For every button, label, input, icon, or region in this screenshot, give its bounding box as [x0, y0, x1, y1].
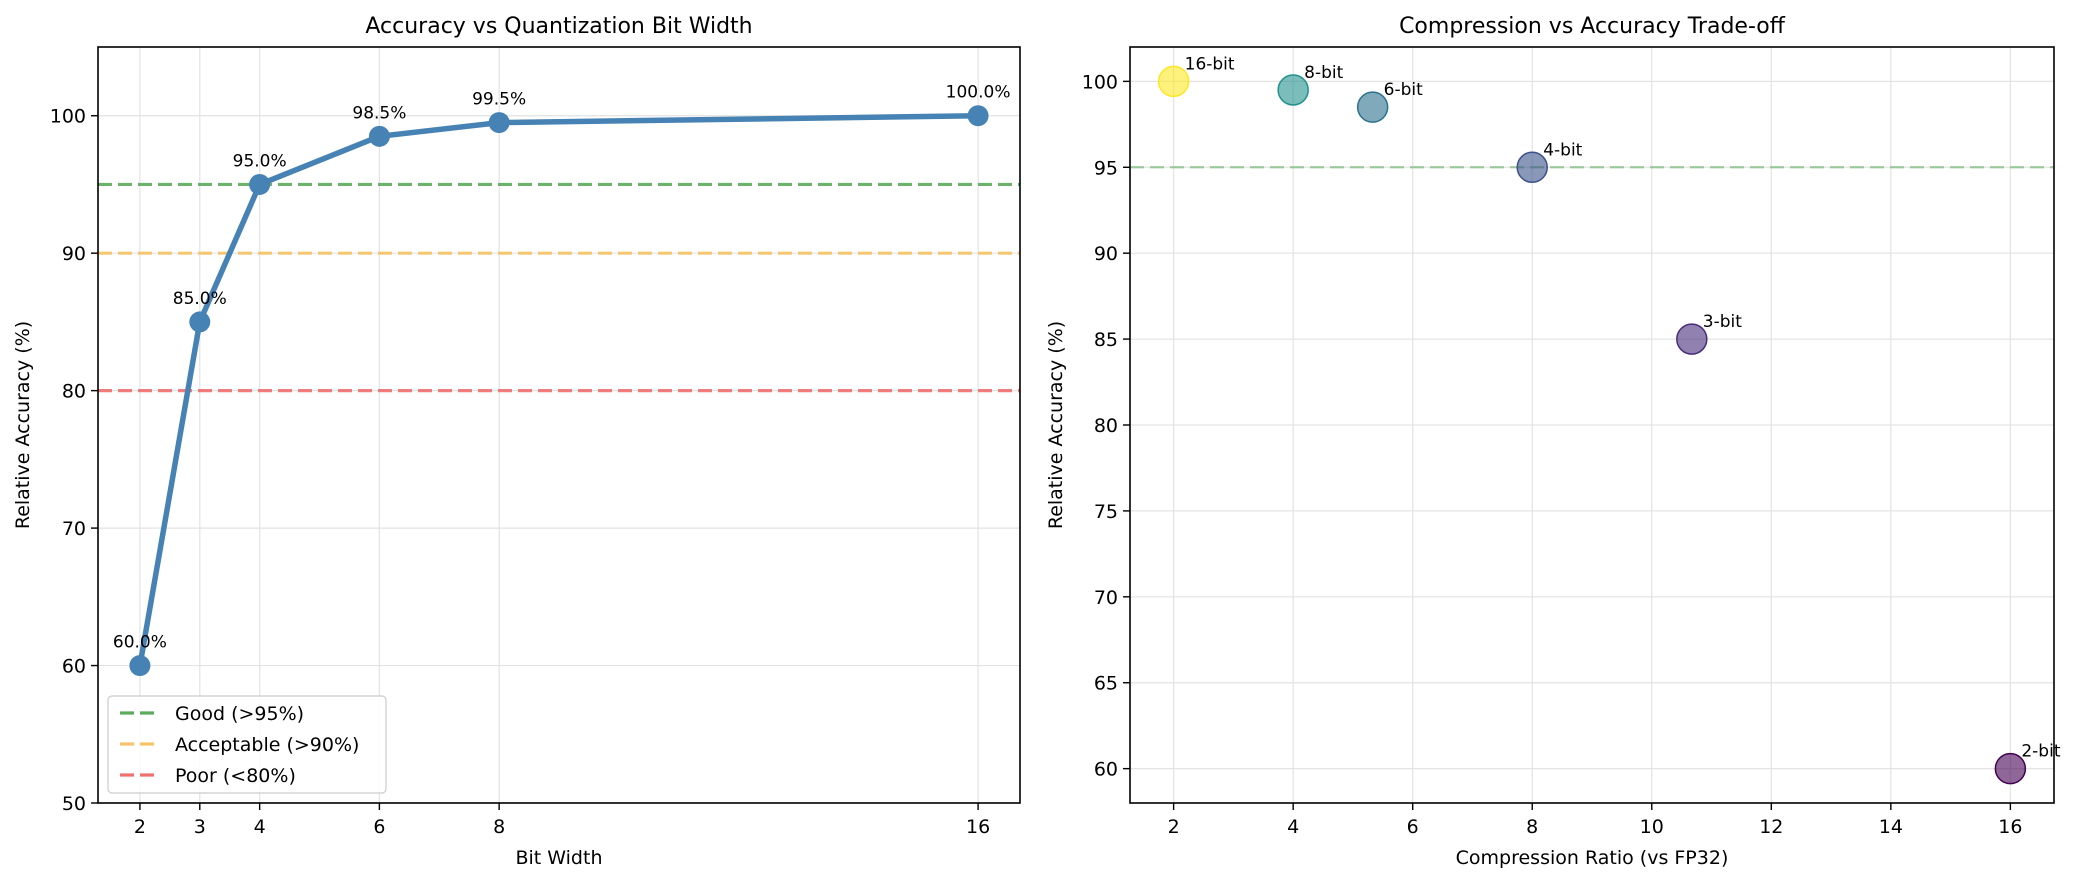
chart2-ticks: 2 4 6 8 10 12 14 16 60 65 70 75 80 85 90 95 100	[1082, 71, 2023, 838]
chart2-y-tick-label: 75	[1094, 501, 1118, 523]
chart2-point-label: 16-bit	[1185, 54, 1235, 74]
chart1-legend: Good (>95%) Acceptable (>90%) Poor (<80%)	[107, 695, 387, 794]
chart1-ticks: 2 3 4 6 8 16 50 60 70 80 90 100	[50, 106, 990, 838]
chart1-data-point	[129, 655, 151, 677]
chart1-data-point	[967, 105, 989, 127]
chart2-title: Compression vs Accuracy Trade-off	[1399, 14, 1786, 39]
compression-vs-accuracy-chart: Compression vs Accuracy Trade-off 2-bit 3…	[1045, 14, 2061, 869]
chart1-data-label: 100.0%	[946, 83, 1011, 103]
chart2-x-tick-label: 16	[1998, 816, 2022, 838]
chart2-point-label: 8-bit	[1304, 63, 1343, 83]
chart2-ylabel: Relative Accuracy (%)	[1045, 321, 1067, 529]
chart1-x-tick-label: 3	[194, 816, 206, 838]
chart2-y-tick-label: 85	[1094, 329, 1118, 351]
chart2-data-point	[1994, 752, 2027, 785]
chart2-point-label: 4-bit	[1543, 140, 1582, 160]
chart1-data-label: 99.5%	[472, 90, 526, 110]
chart1-x-tick-label: 8	[493, 816, 505, 838]
accuracy-vs-bitwidth-chart: Accuracy vs Quantization Bit Width 60.0%…	[12, 14, 1021, 869]
chart1-legend-label: Acceptable (>90%)	[175, 734, 359, 756]
chart1-x-tick-label: 16	[966, 816, 990, 838]
chart2-plot-frame	[1129, 46, 2055, 804]
chart2-x-tick-label: 4	[1287, 816, 1299, 838]
chart2-data-point	[1676, 323, 1708, 355]
chart1-data-label: 98.5%	[352, 103, 406, 123]
chart2-point-label: 3-bit	[1703, 312, 1742, 332]
chart2-xlabel: Compression Ratio (vs FP32)	[1456, 847, 1729, 869]
chart1-reference-lines	[98, 182, 1020, 393]
chart1-data-label: 95.0%	[233, 151, 287, 171]
chart2-data-point	[1356, 91, 1389, 123]
chart2-data-point	[1157, 65, 1190, 98]
chart1-legend-label: Good (>95%)	[175, 703, 304, 725]
chart2-series: 2-bit 3-bit 4-bit 6-bit 8-bit 16-bit	[1157, 54, 2061, 785]
chart2-x-tick-label: 10	[1640, 816, 1664, 838]
chart2-y-tick-label: 95	[1094, 157, 1118, 179]
chart1-x-tick-label: 2	[134, 816, 146, 838]
chart2-y-tick-label: 60	[1094, 759, 1118, 781]
chart1-y-tick-label: 80	[62, 381, 86, 403]
chart1-series: 60.0% 85.0% 95.0% 98.5% 99.5% 100.0%	[113, 83, 1011, 677]
chart2-y-tick-label: 90	[1094, 243, 1118, 265]
chart2-x-tick-label: 6	[1407, 816, 1419, 838]
chart1-y-tick-label: 60	[62, 656, 86, 678]
chart2-y-tick-label: 100	[1082, 71, 1118, 93]
chart1-data-point	[249, 173, 271, 195]
chart1-xlabel: Bit Width	[515, 847, 602, 869]
chart2-y-tick-label: 65	[1094, 673, 1118, 695]
chart2-data-point	[1277, 74, 1309, 106]
chart1-y-tick-label: 100	[50, 106, 86, 128]
chart1-ylabel: Relative Accuracy (%)	[12, 321, 34, 529]
chart1-data-label: 85.0%	[173, 289, 227, 309]
chart1-data-point	[368, 125, 390, 147]
chart1-plot-frame	[97, 46, 1021, 804]
chart2-y-tick-label: 70	[1094, 587, 1118, 609]
chart2-x-tick-label: 12	[1759, 816, 1783, 838]
chart1-x-tick-label: 6	[373, 816, 385, 838]
chart2-x-tick-label: 14	[1879, 816, 1903, 838]
chart1-data-point	[189, 311, 211, 333]
chart2-data-point	[1516, 151, 1548, 184]
chart1-y-tick-label: 50	[62, 793, 86, 815]
chart2-grid	[1130, 47, 2054, 803]
chart2-point-label: 2-bit	[2021, 742, 2060, 762]
chart2-y-tick-label: 80	[1094, 415, 1118, 437]
chart1-x-tick-label: 4	[254, 816, 266, 838]
chart2-x-tick-label: 2	[1168, 816, 1180, 838]
chart1-series-line	[137, 112, 979, 667]
chart1-legend-label: Poor (<80%)	[175, 765, 296, 787]
chart2-point-label: 6-bit	[1384, 80, 1423, 100]
chart1-data-point	[488, 112, 510, 134]
chart2-x-tick-label: 8	[1526, 816, 1538, 838]
chart1-title: Accuracy vs Quantization Bit Width	[365, 14, 752, 39]
chart1-y-tick-label: 70	[62, 518, 86, 540]
chart1-data-label: 60.0%	[113, 633, 167, 653]
chart1-y-tick-label: 90	[62, 243, 86, 265]
chart1-legend-box	[107, 695, 387, 794]
